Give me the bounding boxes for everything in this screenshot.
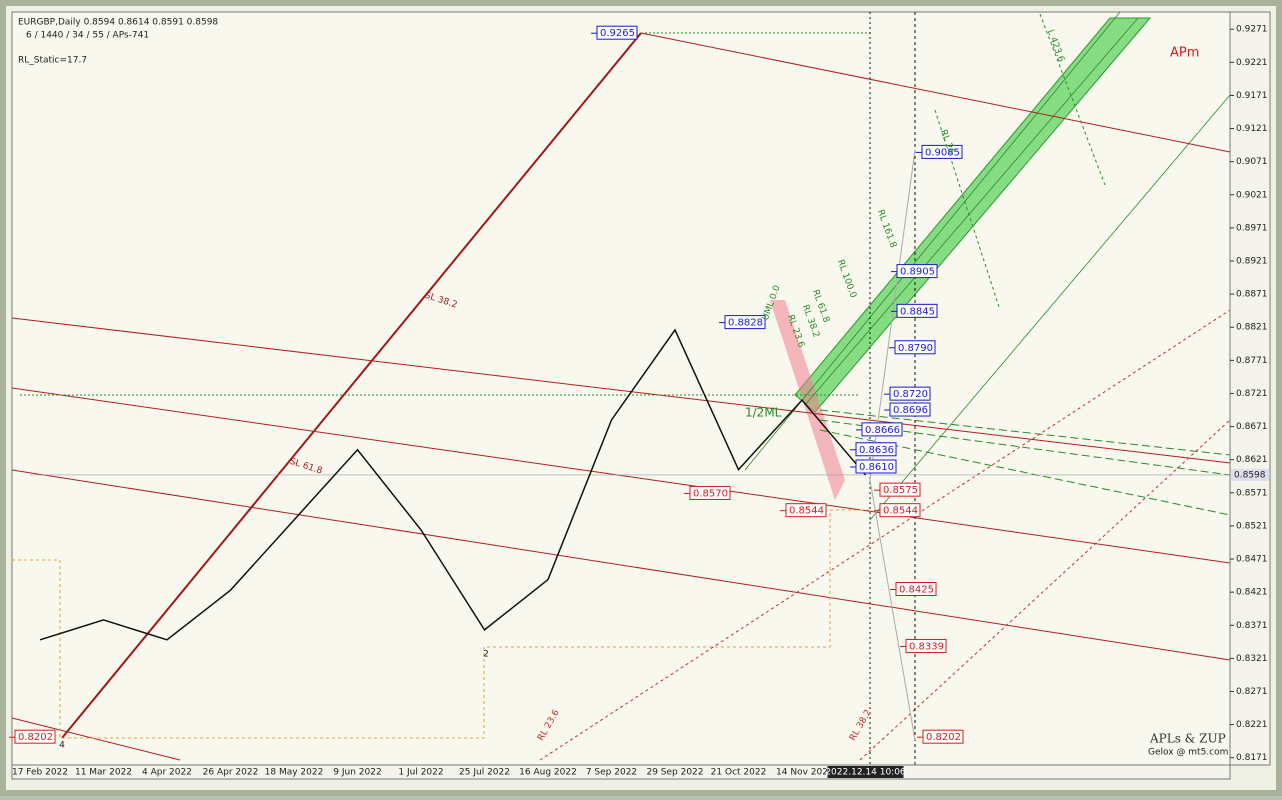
price-tag: 0.8845 [900, 306, 935, 317]
x-tick-label: 4 Apr 2022 [142, 768, 192, 778]
x-tick-label: 29 Sep 2022 [646, 768, 703, 778]
price-tag: 0.8202 [18, 732, 53, 743]
price-tag: 0.8790 [898, 343, 933, 354]
price-tag: 0.8575 [883, 485, 918, 496]
price-tag: 0.8636 [859, 445, 894, 456]
pivot-label: 4 [59, 741, 65, 751]
y-tick-label: 0.8721 [1236, 389, 1268, 399]
y-tick-label: 0.8421 [1236, 588, 1268, 598]
y-tick-label: 0.9171 [1236, 91, 1268, 101]
x-tick-label: 18 May 2022 [265, 768, 324, 778]
y-tick-label: 0.9221 [1236, 58, 1268, 68]
fork-line [11, 387, 1231, 564]
y-tick-label: 0.8321 [1236, 654, 1268, 664]
price-tag: 0.8202 [926, 732, 961, 743]
static-label: RL_Static=17.7 [18, 56, 87, 66]
price-tag: 0.9085 [925, 147, 960, 158]
y-tick-label: 0.8471 [1236, 555, 1268, 565]
x-tick-label: 26 Apr 2022 [203, 768, 259, 778]
x-tick-label: 7 Sep 2022 [586, 768, 637, 778]
channel-line [804, 17, 1139, 406]
cursor-time-box [827, 766, 904, 778]
y-tick-label: 0.8871 [1236, 290, 1268, 300]
fork-line [11, 317, 1231, 464]
x-tick-label: 16 Aug 2022 [519, 768, 577, 778]
x-tick-label: 17 Feb 2022 [12, 768, 68, 778]
line-label: 1/2ML [745, 406, 782, 420]
price-axis [1229, 11, 1271, 766]
price-tag: 0.8696 [893, 405, 928, 416]
drawing-layer [11, 11, 1231, 765]
header: EURGBP,Daily 0.8594 0.8614 0.8591 0.8598 [18, 18, 218, 28]
y-tick-label: 0.8371 [1236, 621, 1268, 631]
fork-line [640, 32, 1231, 153]
y-tick-label: 0.9121 [1236, 124, 1268, 134]
subheader: 6 / 1440 / 34 / 55 / APs-741 [26, 31, 149, 41]
price-tag: 0.8720 [893, 389, 928, 400]
price-tag: 0.8570 [693, 488, 728, 499]
y-tick-label: 0.9271 [1236, 25, 1268, 35]
price-tag: 0.8610 [859, 462, 894, 473]
fork-line [11, 717, 181, 761]
y-tick-label: 0.8571 [1236, 488, 1268, 498]
x-tick-label: 11 Mar 2022 [75, 768, 132, 778]
price-tag: 0.9265 [600, 28, 635, 39]
price-tag: 0.8544 [789, 506, 824, 517]
fan-line [1039, 13, 1106, 186]
current-price-label: 0.8598 [1234, 470, 1266, 480]
y-tick-label: 0.9021 [1236, 190, 1268, 200]
y-tick-label: 0.8271 [1236, 687, 1268, 697]
y-tick-label: 0.9071 [1236, 157, 1268, 167]
zigzag-step [12, 509, 870, 739]
x-tick-label: 9 Jun 2022 [333, 768, 381, 778]
brand: APm [1170, 46, 1199, 61]
price-tag: 0.8425 [899, 584, 934, 595]
x-tick-label: 21 Oct 2022 [711, 768, 767, 778]
fan-line [934, 109, 1001, 311]
fan-line [819, 419, 1231, 476]
y-tick-label: 0.8221 [1236, 720, 1268, 730]
price-tag: 0.8339 [909, 641, 944, 652]
fan-line [819, 429, 1231, 516]
footer-title: APLs & ZUP [1149, 732, 1226, 746]
footer-sub: Gelox @ mt5.com [1148, 748, 1228, 758]
x-tick-label: 2022.12.14 10:06 [825, 768, 906, 778]
pivot-label: 2 [483, 650, 489, 660]
price-line [39, 328, 867, 641]
y-tick-label: 0.8171 [1236, 753, 1268, 763]
zone [770, 300, 845, 500]
y-tick-label: 0.8671 [1236, 422, 1268, 432]
channel-line [869, 94, 1231, 521]
price-tag: 0.8905 [900, 267, 935, 278]
fork-line [11, 469, 1231, 661]
channel-line [744, 11, 1121, 471]
x-tick-label: 14 Nov 202 [776, 768, 828, 778]
fan-line [539, 309, 1231, 761]
y-tick-label: 0.8921 [1236, 257, 1268, 267]
x-tick-label: 1 Jul 2022 [398, 768, 443, 778]
time-axis [11, 764, 1231, 780]
y-tick-label: 0.8621 [1236, 455, 1268, 465]
y-tick-label: 0.8971 [1236, 223, 1268, 233]
price-tag: 0.8544 [883, 506, 918, 517]
projection-line [869, 479, 916, 741]
trend-line [61, 32, 642, 739]
price-tag: 0.8666 [865, 425, 900, 436]
fan-line [819, 409, 1231, 456]
x-tick-label: 25 Jul 2022 [459, 768, 510, 778]
y-tick-label: 0.8821 [1236, 323, 1268, 333]
y-tick-label: 0.8771 [1236, 356, 1268, 366]
price-tag: 0.8828 [728, 318, 763, 329]
y-tick-label: 0.8521 [1236, 521, 1268, 531]
current-price-box [1231, 468, 1269, 481]
